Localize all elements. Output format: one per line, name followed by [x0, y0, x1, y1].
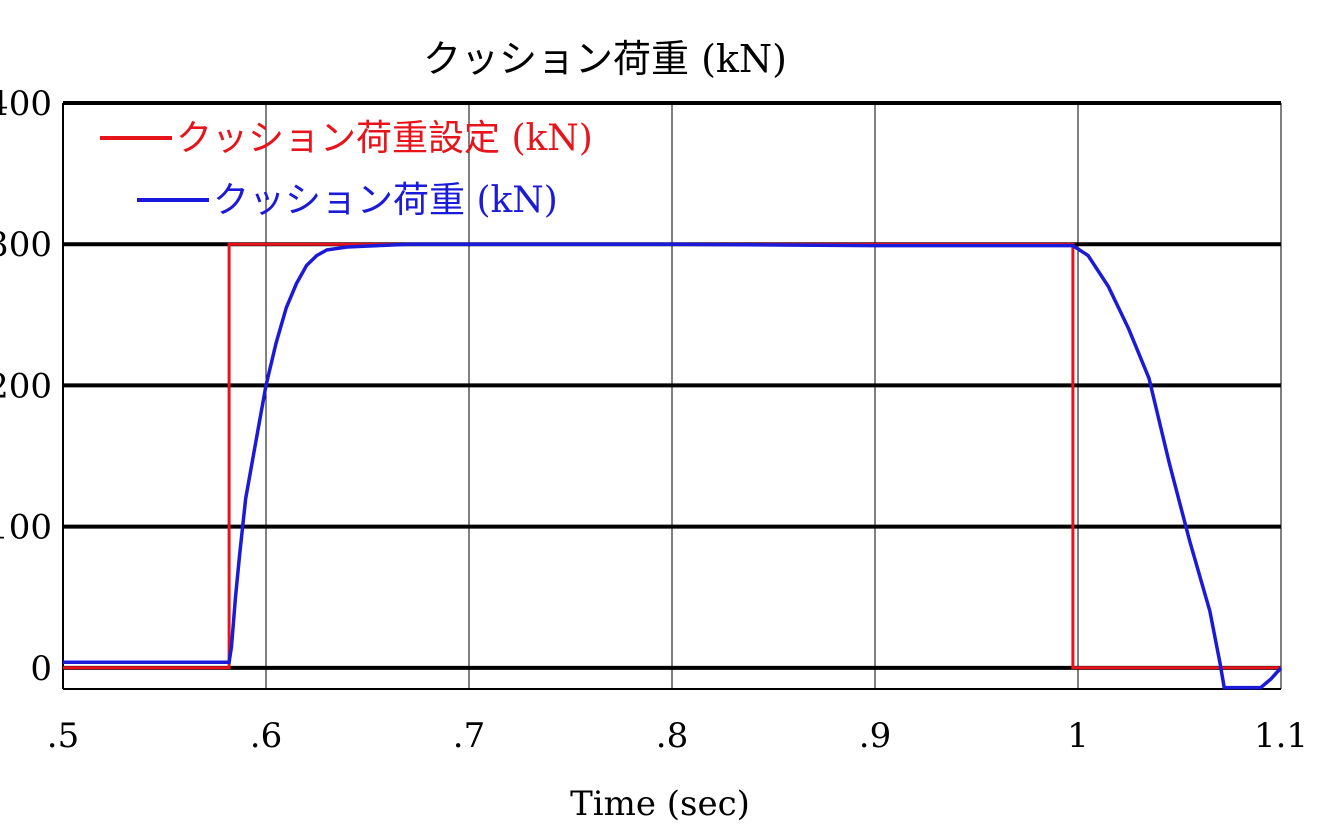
series-lines: [63, 242, 1283, 690]
x-tick-label: .7: [453, 716, 485, 756]
x-tick-label: .5: [47, 716, 79, 756]
series-line-2: [63, 242, 1283, 690]
y-tick-label: 300: [0, 225, 52, 265]
y-tick-label: 100: [0, 508, 52, 548]
x-tick-label: .8: [656, 716, 688, 756]
x-tick-label: 1.1: [1254, 716, 1308, 756]
legend-label-2: クッション荷重 (kN): [213, 180, 558, 221]
x-axis-label: Time (sec): [570, 784, 750, 824]
x-tick-label: .6: [250, 716, 282, 756]
y-tick-label: 400: [0, 84, 52, 124]
y-tick-label: 200: [0, 366, 52, 406]
legend: クッション荷重設定 (kN) クッション荷重 (kN): [100, 118, 593, 221]
axes: [62, 101, 1282, 690]
y-tick-label: 0: [30, 649, 52, 689]
legend-label-1: クッション荷重設定 (kN): [176, 118, 593, 159]
chart-title: クッション荷重 (kN): [423, 37, 787, 81]
tick-labels: .5 .6 .7 .8 .9 1 1.1 0 100 200 300 400: [0, 84, 1308, 756]
x-tick-label: 1: [1067, 716, 1089, 756]
x-tick-label: .9: [859, 716, 891, 756]
